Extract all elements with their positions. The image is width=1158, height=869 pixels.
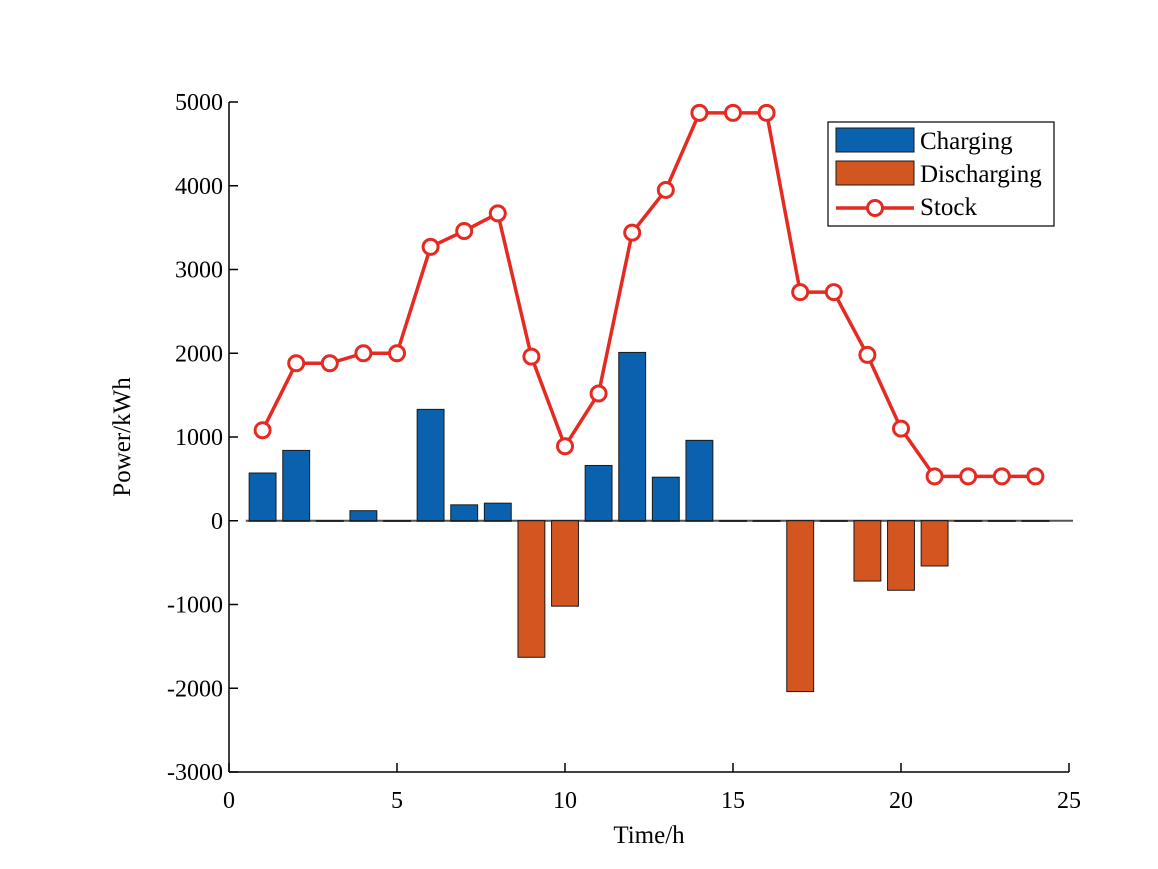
stock-marker: [824, 283, 843, 302]
discharging-bar: [450, 520, 479, 522]
stock-marker: [320, 354, 339, 373]
legend-label-stock: Stock: [920, 194, 977, 221]
stock-marker: [858, 345, 877, 364]
discharging-bar: [887, 520, 915, 591]
charging-bar: [483, 502, 512, 522]
discharging-bar: [819, 520, 848, 522]
stock-marker: [690, 103, 709, 122]
stock-marker: [556, 437, 574, 456]
charging-bar: [248, 472, 277, 522]
discharging-bar: [987, 520, 1016, 522]
stock-marker: [724, 103, 742, 122]
stock-marker: [757, 103, 776, 122]
x-tick-label: 20: [889, 788, 913, 814]
stock-marker: [421, 237, 440, 256]
discharging-bar: [315, 520, 344, 522]
discharging-bar: [349, 520, 378, 522]
stock-line-group: [253, 103, 1045, 486]
charging-bar: [349, 510, 378, 522]
y-tick-label: -3000: [167, 760, 223, 786]
stock-marker: [287, 354, 306, 373]
legend-label-discharging: Discharging: [920, 161, 1042, 188]
legend-swatch-marker-stock: [866, 199, 884, 217]
stock-marker: [925, 467, 944, 486]
y-tick-label: 1000: [175, 425, 223, 451]
discharging-bar: [752, 520, 781, 522]
charging-bar: [416, 408, 445, 522]
charging-bar: [450, 504, 479, 522]
charging-bar: [618, 351, 647, 522]
discharging-bar: [719, 520, 747, 522]
stock-marker: [589, 384, 608, 403]
stock-marker: [992, 467, 1011, 486]
discharging-bar: [383, 520, 411, 522]
discharging-bar: [584, 520, 613, 522]
charging-bar: [584, 464, 613, 522]
discharging-bar: [685, 520, 714, 522]
charging-bar: [685, 439, 714, 522]
discharging-bar: [282, 520, 311, 522]
legend-swatch-charging: [835, 127, 915, 153]
y-tick-label: 0: [211, 509, 223, 535]
x-tick-label: 0: [223, 788, 235, 814]
x-tick-label: 15: [721, 788, 745, 814]
stock-marker: [656, 180, 675, 199]
discharging-bar: [651, 520, 680, 522]
discharging-bar: [954, 520, 983, 522]
y-tick-label: 3000: [175, 258, 223, 284]
x-tick-label: 10: [553, 788, 577, 814]
stock-marker: [388, 344, 406, 363]
axes-group: -3000 -2000 -1000 0 1000 2000 3000 4000 5000 0 5 10…: [109, 90, 1081, 849]
legend-swatch-discharging: [835, 160, 915, 186]
discharging-bar: [786, 520, 815, 693]
stock-marker: [455, 221, 474, 240]
stock-marker: [522, 347, 541, 366]
x-tick-label: 5: [391, 788, 403, 814]
discharging-bar: [416, 520, 445, 522]
discharging-bar: [551, 520, 579, 607]
x-tick-label: 25: [1057, 788, 1081, 814]
x-axis-title: Time/h: [613, 822, 685, 849]
discharging-bar: [483, 520, 512, 522]
stock-marker: [892, 419, 910, 438]
y-tick-label: -1000: [167, 593, 223, 619]
discharging-bar: [517, 520, 546, 658]
discharging-bar: [248, 520, 277, 522]
y-tick-label: 2000: [175, 341, 223, 367]
stock-marker: [623, 223, 642, 242]
discharging-bar: [618, 520, 647, 522]
y-tick-label: -2000: [167, 676, 223, 702]
charging-bar: [282, 449, 311, 522]
y-tick-label: 4000: [175, 174, 223, 200]
legend-label-charging: Charging: [920, 128, 1013, 155]
discharging-bar: [920, 520, 949, 567]
stock-marker: [1026, 467, 1045, 486]
y-tick-label: 5000: [175, 90, 223, 116]
discharging-bar: [853, 520, 882, 582]
y-axis-title: Power/kWh: [109, 377, 136, 497]
charging-bar: [651, 476, 680, 522]
stock-marker: [253, 421, 272, 440]
discharging-bar: [1021, 520, 1050, 522]
bars-group: [248, 351, 1050, 693]
legend: Charging Discharging Stock: [827, 121, 1055, 227]
stock-marker: [354, 344, 373, 363]
stock-marker: [959, 467, 978, 486]
stock-marker: [488, 204, 507, 223]
stock-marker: [791, 283, 810, 302]
